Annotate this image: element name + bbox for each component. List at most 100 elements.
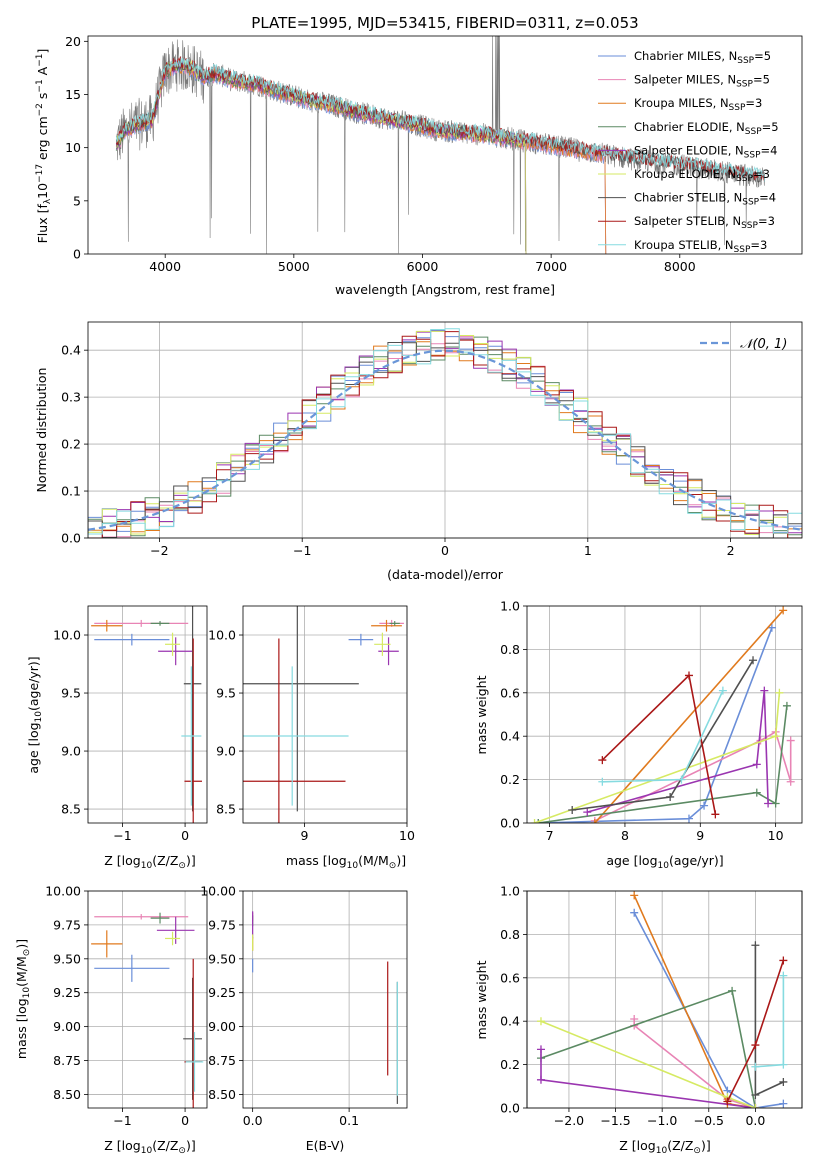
x-tick-label: −1 (293, 543, 311, 558)
y-tick-label: 9.5 (61, 686, 81, 701)
errorbar-kroupa_elodie (165, 931, 181, 946)
spectrum-ylabel-part: 10 (35, 183, 50, 199)
y-tick-label: 0.8 (500, 642, 520, 657)
x-tick-label: 10 (399, 828, 415, 843)
weight-line-chabrier_elodie (538, 705, 788, 823)
weight-vs-Z-xlabel: Z [log10(Z/Z⊙)] (619, 1138, 710, 1156)
age-vs-Z-ylabel: age [log10(age/yr)] (26, 656, 44, 773)
weight-vs-age-xlabel-part: age [log (606, 853, 657, 868)
mass-vs-Z-xlabel-part: (Z/Z (152, 1138, 178, 1153)
x-tick-label: 6000 (407, 259, 439, 274)
x-tick-label: 9 (301, 828, 309, 843)
ticks-age_vs_Z: −1 0 8.5 9.0 9.5 10.0 (53, 628, 189, 843)
errorbar-salpeter_elodie (158, 637, 194, 666)
weight-marker-chabrier_stelib (779, 1077, 788, 1086)
y-tick-label: 0.4 (61, 343, 81, 358)
errorbar-kroupa_miles (371, 619, 402, 632)
legend-label-salpeter_stelib-part: Salpeter STELIB, N (634, 214, 741, 228)
y-tick-label: 0.6 (500, 970, 520, 985)
y-tick-label: 10.00 (200, 884, 236, 899)
legend-label-kroupa_stelib: Kroupa STELIB, NSSP=3 (634, 238, 767, 255)
errorbar-salpeter_miles (94, 619, 189, 627)
errorbar-kroupa_elodie (165, 632, 181, 656)
errorbar-kroupa_stelib (243, 666, 349, 806)
weight-series-salpeter_elodie (583, 686, 773, 817)
ticks-residuals: −2 −1 0 1 2 0.0 0.1 0.2 0.3 0.4 (61, 343, 734, 558)
y-tick-label: 9.50 (53, 951, 81, 966)
spectrum-title: PLATE=1995, MJD=53415, FIBERID=0311, z=0… (251, 14, 638, 32)
panel-age_vs_Z: −1 08.59.09.510.0Z [log10(Z/Z⊙)]age [log1… (26, 605, 208, 871)
weight-line-chabrier_miles (633, 912, 784, 1108)
legend-label-chabrier_stelib-part: =4 (759, 191, 776, 205)
histogram-kroupa_stelib (88, 328, 802, 538)
weight-marker-kroupa_elodie (775, 688, 784, 697)
legend-label-kroupa_miles-part: Kroupa MILES, N (634, 96, 729, 110)
plot-area-weight_vs_age (530, 606, 795, 823)
errorbar-chabrier_stelib (183, 606, 202, 812)
model-spectrum-salpeter_stelib (115, 56, 765, 182)
y-tick-label: 9.75 (208, 917, 236, 932)
weight-marker-kroupa_stelib (779, 1060, 788, 1069)
legend-label-kroupa_elodie-part: =3 (753, 167, 770, 181)
spectrum-ylabel-part: Flux [f (35, 204, 50, 244)
legend-label-salpeter_miles-part: SSP (736, 80, 753, 90)
weight-marker-chabrier_elodie (752, 788, 761, 797)
y-tick-label: 9.25 (208, 985, 236, 1000)
legend-label-salpeter_elodie-part: SSP (744, 150, 761, 160)
weight-marker-chabrier_stelib (749, 656, 758, 665)
ticks-age_vs_mass: 9 10 8.5 9.0 9.5 10.0 (208, 628, 415, 843)
plot-area-mass_vs_Z (91, 912, 204, 1108)
panel-mass_vs_ebv: 0.0 0.1 8.50 8.75 9.00 9.25 9.50 9.75 10.00 E(B-V… (200, 884, 408, 1153)
legend-label-kroupa_stelib-part: =3 (750, 238, 767, 252)
weight-series-kroupa_stelib (751, 971, 788, 1071)
weight-series-chabrier_stelib (568, 656, 758, 814)
y-tick-label: 0.1 (61, 484, 81, 499)
x-tick-label: 1 (584, 543, 592, 558)
y-tick-label: 8.50 (208, 1087, 236, 1102)
x-tick-label: 0 (441, 543, 449, 558)
normal-legend-label: 𝒩(0, 1) (740, 337, 787, 352)
x-tick-label: 4000 (149, 259, 181, 274)
weight-marker-salpeter_elodie (536, 1075, 545, 1084)
y-tick-label: 0.2 (61, 437, 81, 452)
y-tick-label: 8.50 (53, 1087, 81, 1102)
spectrum-ylabel-part: erg cm (35, 116, 50, 164)
frame-mass_vs_ebv (242, 890, 408, 1109)
mass-vs-Z-xlabel-part: ⊙ (178, 1146, 186, 1156)
frame-age_vs_Z (87, 605, 208, 824)
legend-label-salpeter_miles-part: =5 (753, 73, 770, 87)
errorbar-chabrier_miles (94, 954, 170, 982)
weight-vs-Z-xlabel-part: Z [log (619, 1138, 655, 1153)
legend-label-chabrier_stelib: Chabrier STELIB, NSSP=4 (634, 191, 776, 208)
weight-line-salpeter_elodie (587, 690, 769, 813)
weight-vs-Z-xlabel-part: )] (701, 1138, 711, 1153)
spectrum-ylabel-part: −17 (35, 164, 45, 183)
weight-marker-salpeter_stelib (723, 1097, 732, 1106)
plot-area-weight_vs_Z (536, 891, 788, 1108)
legend-label-salpeter_miles-part: Salpeter MILES, N (634, 73, 736, 87)
x-tick-label: 2 (727, 543, 735, 558)
frame-weight_vs_age (526, 605, 803, 824)
weight-marker-salpeter_miles (786, 736, 795, 745)
weight-marker-salpeter_elodie (583, 808, 592, 817)
errorbar-salpeter_miles (94, 914, 189, 920)
frame-residuals (87, 321, 803, 539)
y-tick-label: 9.50 (208, 951, 236, 966)
y-tick-label: 9.00 (53, 1019, 81, 1034)
x-tick-label: 0.0 (745, 1113, 765, 1128)
weight-marker-chabrier_elodie (782, 701, 791, 710)
age-vs-Z-xlabel-part: 10 (141, 861, 153, 871)
y-tick-label: 5 (73, 193, 81, 208)
x-tick-label: 0 (181, 828, 189, 843)
y-tick-label: 0.8 (500, 927, 520, 942)
weight-vs-age-xlabel-part: 10 (658, 861, 670, 871)
legend-label-kroupa_elodie-part: Kroupa ELODIE, N (634, 167, 736, 181)
y-tick-label: 8.75 (208, 1053, 236, 1068)
spectrum-ylabel-part: A (35, 66, 50, 79)
weight-marker-chabrier_miles (700, 801, 709, 810)
histogram-salpeter_stelib (88, 331, 802, 538)
age-vs-Z-ylabel-part: age [log (26, 722, 41, 773)
errorbar-chabrier_elodie (150, 912, 170, 924)
weight-marker-chabrier_stelib (568, 805, 577, 814)
y-tick-label: 0 (73, 247, 81, 262)
